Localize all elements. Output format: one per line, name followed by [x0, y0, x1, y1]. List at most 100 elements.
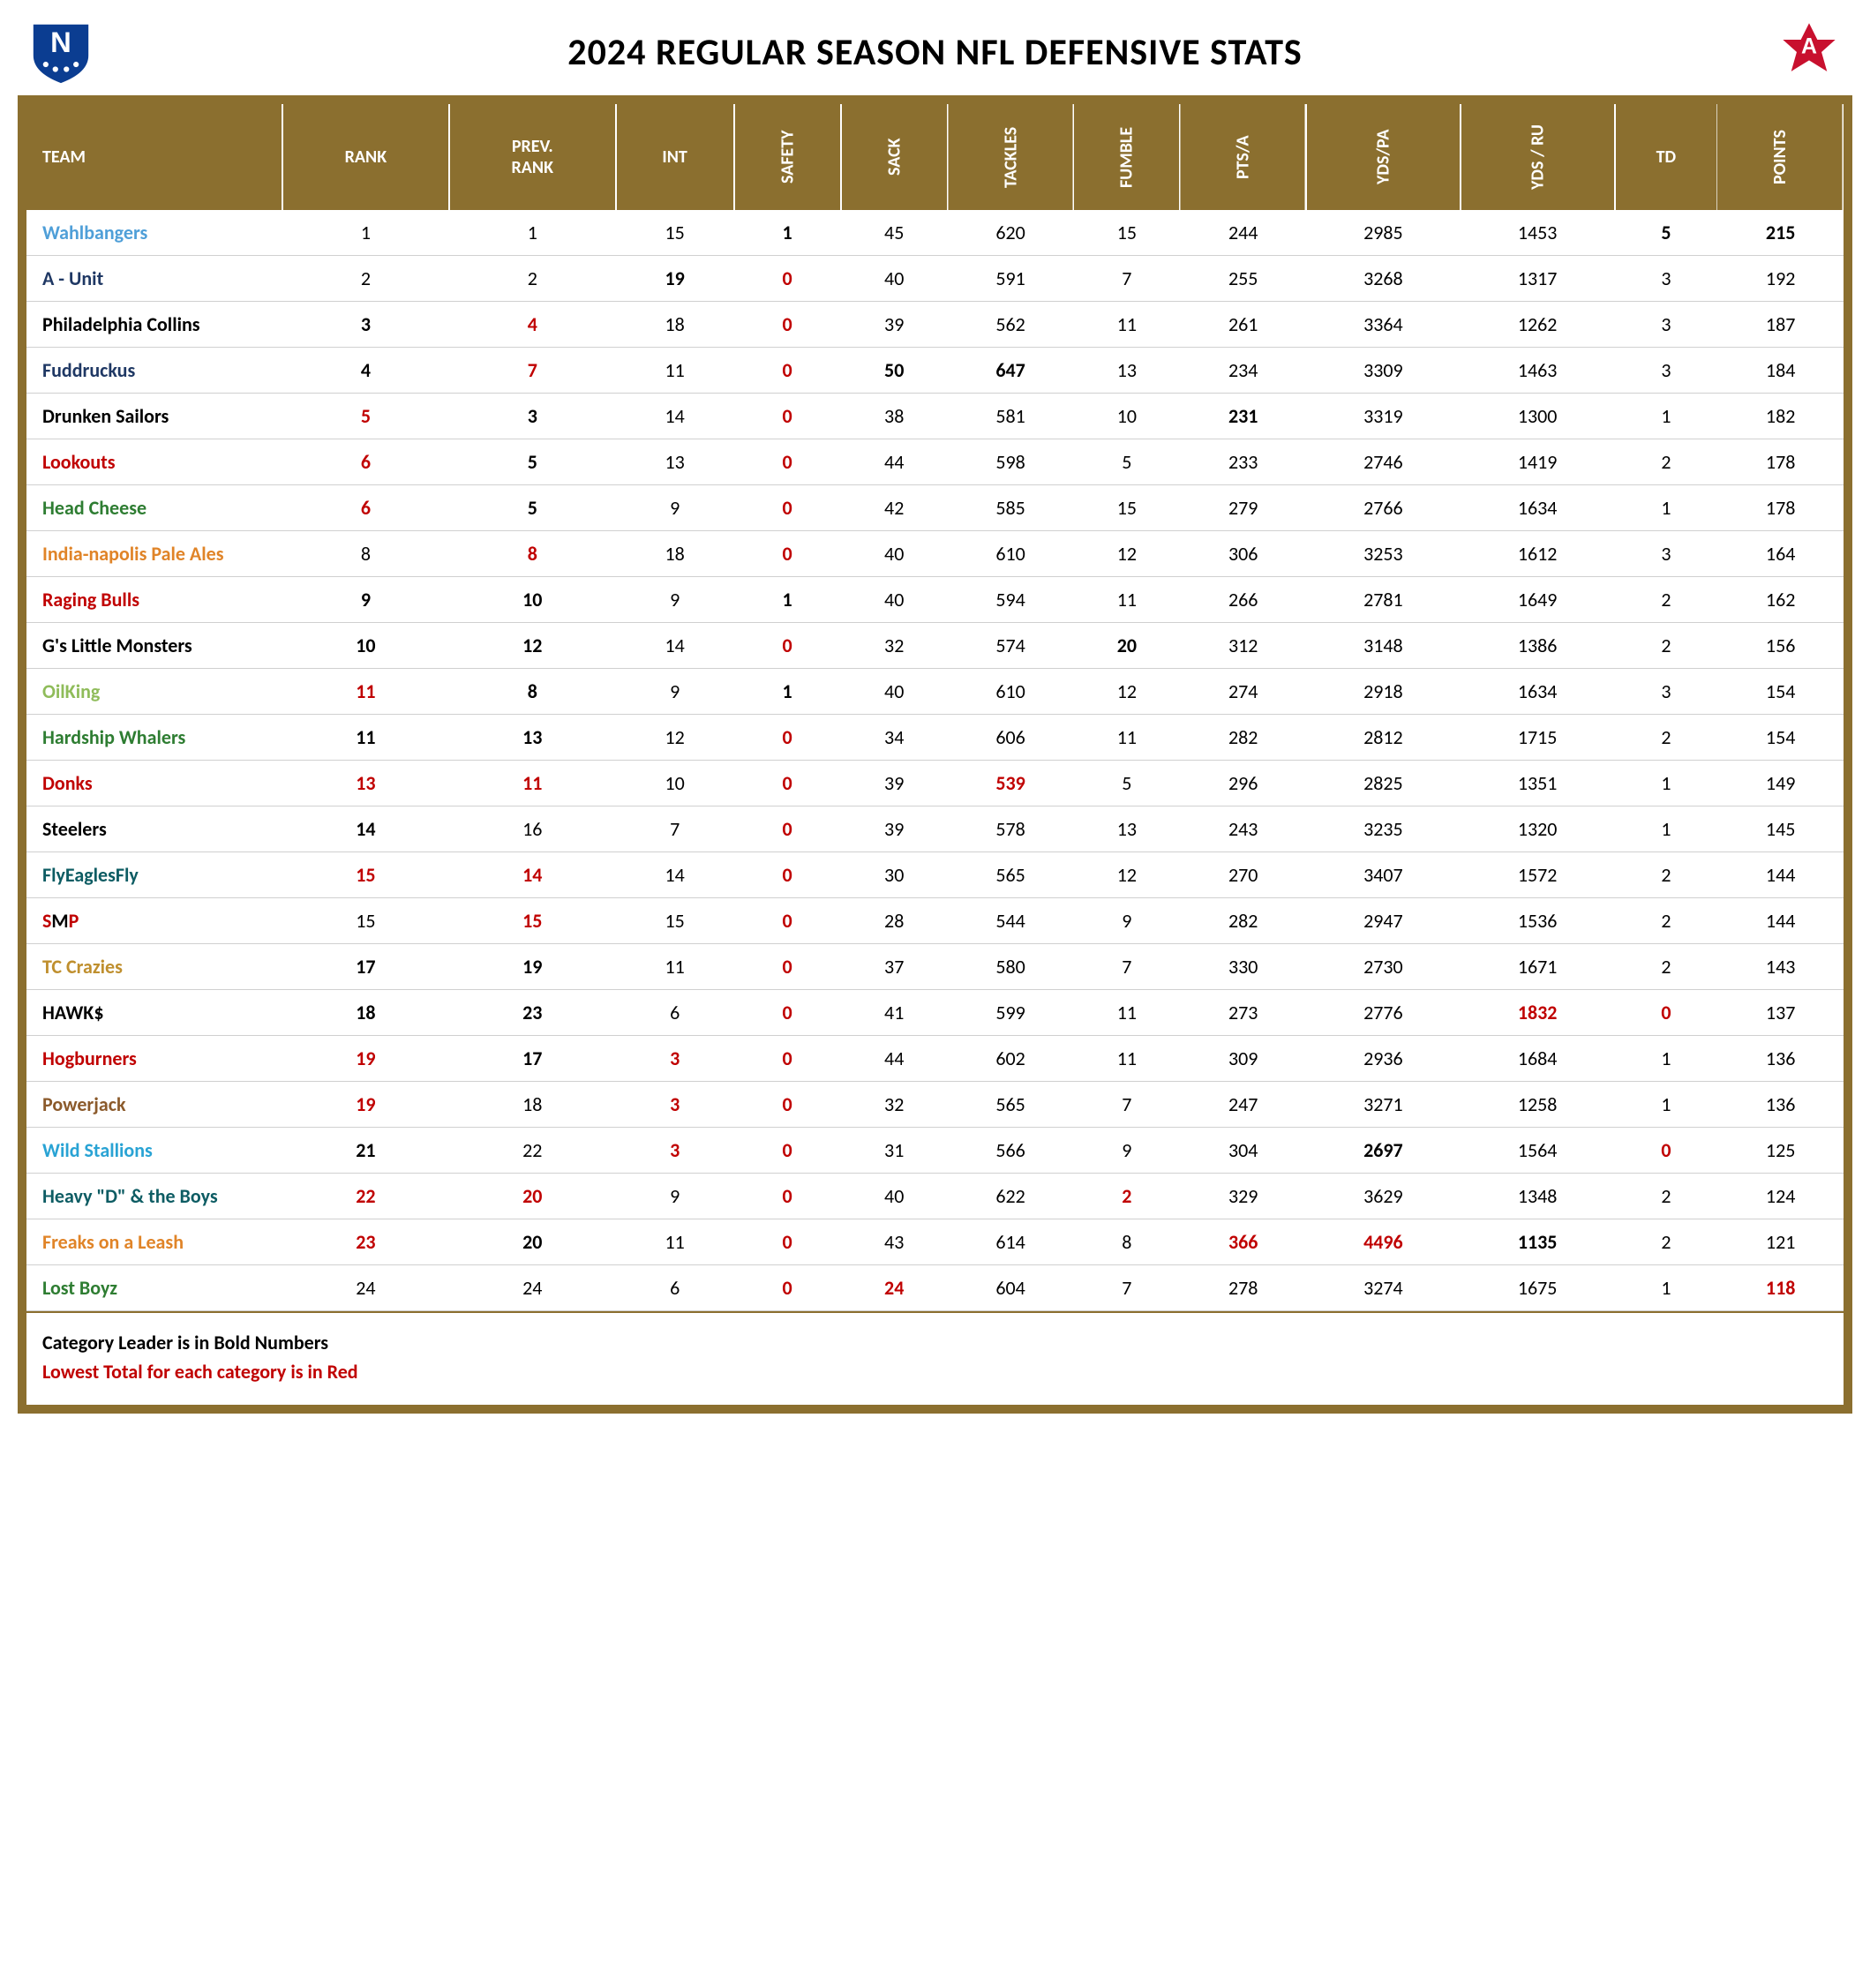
cell-int: 18: [616, 302, 734, 348]
cell-points: 164: [1717, 531, 1844, 577]
cell-td: 2: [1615, 577, 1718, 623]
cell-rank: 9: [282, 577, 449, 623]
cell-tackles: 565: [948, 852, 1074, 898]
svg-text:A: A: [1801, 34, 1817, 59]
cell-sack: 39: [841, 761, 948, 806]
cell-prev: 1: [449, 210, 616, 256]
cell-ptsa: 231: [1180, 394, 1306, 439]
cell-int: 6: [616, 990, 734, 1036]
cell-points: 137: [1717, 990, 1844, 1036]
cell-fumble: 9: [1073, 1128, 1180, 1174]
cell-ydspa: 3274: [1306, 1265, 1461, 1311]
cell-tackles: 539: [948, 761, 1074, 806]
cell-fumble: 8: [1073, 1219, 1180, 1265]
cell-points: 124: [1717, 1174, 1844, 1219]
cell-points: 136: [1717, 1082, 1844, 1128]
cell-ydsru: 1463: [1461, 348, 1615, 394]
cell-sack: 43: [841, 1219, 948, 1265]
cell-safety: 0: [734, 852, 841, 898]
cell-prev: 15: [449, 898, 616, 944]
table-header: TEAMRANKPREV.RANKINTSAFETYSACKTACKLESFUM…: [26, 104, 1844, 210]
table-row: Philadelphia Collins34180395621126133641…: [26, 302, 1844, 348]
cell-td: 5: [1615, 210, 1718, 256]
cell-safety: 1: [734, 577, 841, 623]
cell-td: 0: [1615, 990, 1718, 1036]
cell-ydsru: 1564: [1461, 1128, 1615, 1174]
cell-team: Hardship Whalers: [26, 715, 282, 761]
cell-int: 14: [616, 852, 734, 898]
cell-safety: 0: [734, 1036, 841, 1082]
cell-ptsa: 261: [1180, 302, 1306, 348]
cell-fumble: 11: [1073, 715, 1180, 761]
cell-ydsru: 1317: [1461, 256, 1615, 302]
cell-prev: 3: [449, 394, 616, 439]
table-row: Wild Stallions21223031566930426971564012…: [26, 1128, 1844, 1174]
table-row: Donks1311100395395296282513511149: [26, 761, 1844, 806]
cell-td: 2: [1615, 1219, 1718, 1265]
cell-prev: 5: [449, 485, 616, 531]
cell-td: 3: [1615, 531, 1718, 577]
table-row: Raging Bulls910914059411266278116492162: [26, 577, 1844, 623]
cell-fumble: 12: [1073, 531, 1180, 577]
cell-safety: 0: [734, 1265, 841, 1311]
cell-tackles: 562: [948, 302, 1074, 348]
legend-leader: Category Leader is in Bold Numbers: [42, 1331, 1828, 1354]
cell-sack: 37: [841, 944, 948, 990]
cell-safety: 0: [734, 1219, 841, 1265]
cell-prev: 4: [449, 302, 616, 348]
cell-safety: 0: [734, 1082, 841, 1128]
col-fumble: FUMBLE: [1073, 104, 1180, 210]
cell-safety: 0: [734, 761, 841, 806]
cell-ydspa: 3407: [1306, 852, 1461, 898]
page-header: N 2024 REGULAR SEASON NFL DEFENSIVE STAT…: [18, 18, 1852, 95]
cell-fumble: 7: [1073, 1082, 1180, 1128]
cell-team: SMP: [26, 898, 282, 944]
cell-tackles: 594: [948, 577, 1074, 623]
cell-rank: 17: [282, 944, 449, 990]
table-row: Head Cheese65904258515279276616341178: [26, 485, 1844, 531]
cell-points: 154: [1717, 669, 1844, 715]
stats-table: TEAMRANKPREV.RANKINTSAFETYSACKTACKLESFUM…: [26, 104, 1844, 1311]
cell-fumble: 20: [1073, 623, 1180, 669]
cell-team: Hogburners: [26, 1036, 282, 1082]
cell-td: 1: [1615, 806, 1718, 852]
cell-prev: 13: [449, 715, 616, 761]
cell-fumble: 11: [1073, 1036, 1180, 1082]
cell-int: 12: [616, 715, 734, 761]
table-row: TC Crazies1719110375807330273016712143: [26, 944, 1844, 990]
table-row: Lookouts65130445985233274614192178: [26, 439, 1844, 485]
cell-prev: 10: [449, 577, 616, 623]
cell-tackles: 610: [948, 531, 1074, 577]
col-tackles: TACKLES: [948, 104, 1074, 210]
cell-int: 10: [616, 761, 734, 806]
cell-td: 0: [1615, 1128, 1718, 1174]
cell-ptsa: 266: [1180, 577, 1306, 623]
cell-fumble: 2: [1073, 1174, 1180, 1219]
cell-tackles: 585: [948, 485, 1074, 531]
cell-fumble: 10: [1073, 394, 1180, 439]
table-row: SMP1515150285449282294715362144: [26, 898, 1844, 944]
cell-rank: 18: [282, 990, 449, 1036]
cell-td: 1: [1615, 394, 1718, 439]
cell-rank: 5: [282, 394, 449, 439]
cell-safety: 1: [734, 669, 841, 715]
col-points: POINTS: [1717, 104, 1844, 210]
cell-safety: 0: [734, 485, 841, 531]
cell-ptsa: 273: [1180, 990, 1306, 1036]
cell-ydsru: 1671: [1461, 944, 1615, 990]
cell-ptsa: 329: [1180, 1174, 1306, 1219]
cell-rank: 22: [282, 1174, 449, 1219]
cell-ydspa: 2730: [1306, 944, 1461, 990]
cell-rank: 15: [282, 852, 449, 898]
cell-ydspa: 3309: [1306, 348, 1461, 394]
cell-rank: 11: [282, 669, 449, 715]
cell-team: India-napolis Pale Ales: [26, 531, 282, 577]
cell-sack: 39: [841, 806, 948, 852]
cell-team: A - Unit: [26, 256, 282, 302]
cell-prev: 16: [449, 806, 616, 852]
col-ydspa: YDS/PA: [1306, 104, 1461, 210]
cell-ydsru: 1419: [1461, 439, 1615, 485]
cell-td: 1: [1615, 1036, 1718, 1082]
cell-points: 144: [1717, 898, 1844, 944]
cell-ydspa: 2825: [1306, 761, 1461, 806]
